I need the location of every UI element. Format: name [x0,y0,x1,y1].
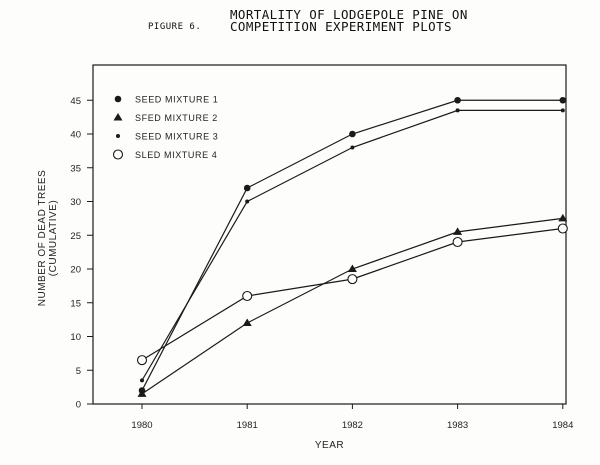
legend-label: SEED MIXTURE 1 [135,95,218,105]
series-1 [138,96,567,394]
open-circle-marker-icon [112,149,124,160]
y-tick-label: 5 [76,366,81,377]
filled-triangle-marker-icon [558,213,568,222]
open-circle-marker-icon [347,274,358,285]
series-2 [137,213,568,397]
filled-triangle-marker-icon [113,113,123,121]
small-dot-marker-icon [455,108,460,113]
small-dot-marker-icon [350,145,355,150]
legend: SEED MIXTURE 1 SFED MIXTURE 2 SEED MIXTURE… [112,95,218,160]
chart-title: MORTALITY OF LODGEPOLE PINE ON COMPETITI… [230,7,468,34]
open-circle-marker-icon [452,236,463,248]
y-axis-title-line-2: (CUMULATIVE) [48,200,59,276]
x-tick-label: 1980 [131,420,152,431]
filled-circle-marker-icon [243,184,251,192]
y-axis: 0 5 10 15 20 25 30 35 40 45 [70,96,93,411]
x-axis-title: YEAR [315,440,344,451]
y-axis-title: NUMBER OF DEAD TREES (CUMULATIVE) [37,170,59,307]
data-series [136,96,568,397]
filled-circle-marker-icon [349,130,356,138]
legend-item: SEED MIXTURE 1 [114,95,218,105]
series-3 [140,108,565,383]
series-line [141,227,563,361]
y-tick-label: 15 [70,298,81,309]
x-axis: 1980 1981 1982 1983 1984 [131,404,573,431]
small-dot-marker-icon [560,108,565,113]
y-tick-label: 0 [76,400,81,411]
plot-border [92,64,567,405]
open-circle-marker-icon [136,355,148,366]
filled-circle-marker-icon [454,96,461,104]
small-dot-marker-icon [116,134,120,138]
figure-number: PIGURE 6. [148,22,202,32]
open-circle-marker-icon [242,290,253,302]
open-circle-marker-icon [557,223,568,234]
y-tick-label: 30 [70,197,81,208]
y-tick-label: 10 [70,332,81,343]
filled-triangle-marker-icon [347,264,357,272]
legend-item: SFED MIXTURE 2 [113,113,218,123]
axis-titles: YEAR NUMBER OF DEAD TREES (CUMULATIVE) [37,170,344,451]
x-tick-label: 1981 [237,420,258,431]
legend-item: SLED MIXTURE 4 [112,149,217,160]
plot-frame [92,64,567,405]
filled-triangle-marker-icon [242,318,252,326]
y-tick-label: 20 [70,265,81,276]
legend-label: SFED MIXTURE 2 [135,113,218,123]
chart-title-line-2: COMPETITION EXPERIMENT PLOTS [230,19,452,34]
filled-triangle-marker-icon [453,227,463,235]
chart-title-line-1: MORTALITY OF LODGEPOLE PINE ON [230,7,468,22]
legend-label: SLED MIXTURE 4 [135,150,217,160]
x-tick-label: 1984 [552,420,573,431]
legend-item: SEED MIXTURE 3 [116,132,218,142]
y-tick-label: 45 [70,96,81,107]
y-tick-label: 25 [70,231,81,242]
x-tick-label: 1983 [447,420,468,431]
x-tick-label: 1982 [342,420,363,431]
y-axis-title-line-1: NUMBER OF DEAD TREES [37,170,48,307]
small-dot-marker-icon [245,199,250,204]
series-4 [136,223,568,366]
legend-label: SEED MIXTURE 3 [135,132,218,142]
series-line [141,99,563,391]
filled-triangle-marker-icon [137,389,147,397]
series-line [141,217,563,395]
filled-circle-marker-icon [114,95,122,103]
y-tick-label: 35 [70,163,81,174]
filled-circle-marker-icon [559,96,567,104]
small-dot-marker-icon [140,378,144,383]
y-tick-label: 40 [70,130,81,141]
